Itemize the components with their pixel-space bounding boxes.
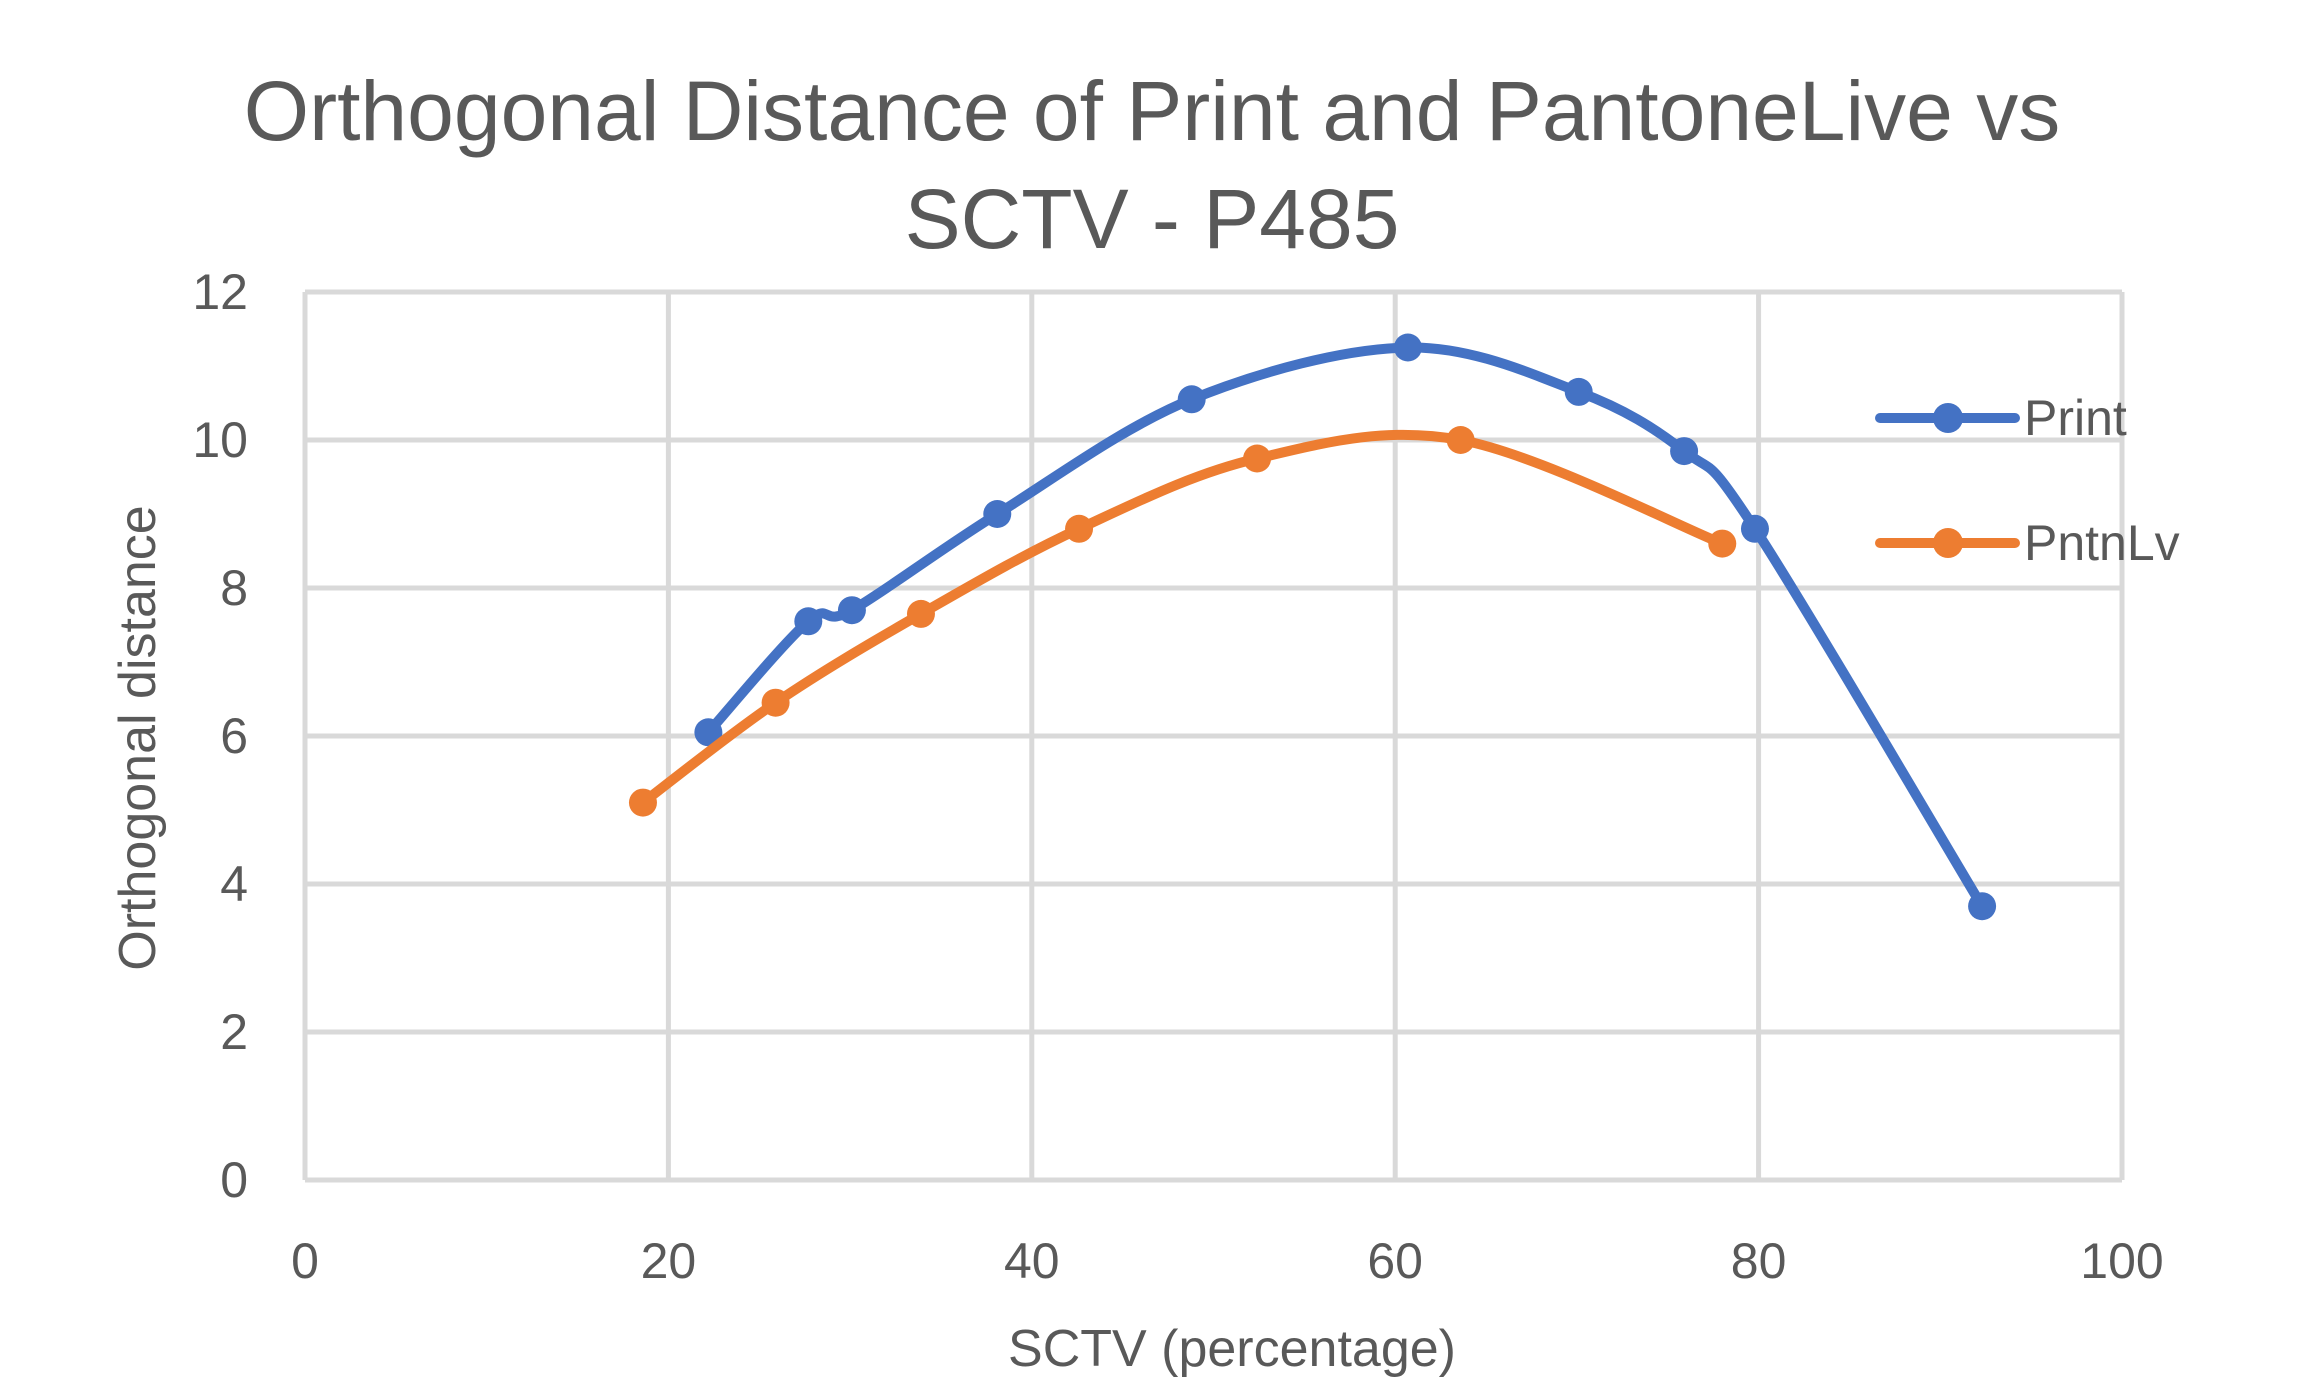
data-point-print <box>1393 333 1422 362</box>
series-layer <box>628 333 1997 921</box>
data-point-pntnlv <box>628 788 657 817</box>
data-point-pntnlv <box>1708 529 1737 558</box>
data-point-print <box>1177 385 1206 414</box>
y-tick-label: 4 <box>220 856 248 912</box>
y-axis-label: Orthogonal distance <box>109 505 167 970</box>
x-tick-label: 60 <box>1367 1233 1423 1289</box>
legend: Print PntnLv <box>1875 390 2180 571</box>
data-point-print <box>1740 514 1769 543</box>
grid-layer <box>302 289 2125 1183</box>
x-tick-label: 100 <box>2080 1233 2163 1289</box>
data-point-pntnlv <box>761 688 790 717</box>
y-tick-label: 6 <box>220 708 248 764</box>
legend-label: Print <box>2024 390 2127 446</box>
data-point-pntnlv <box>1243 444 1272 473</box>
data-point-print <box>1564 377 1593 406</box>
legend-entry-print: Print <box>1875 390 2127 446</box>
x-tick-label: 80 <box>1731 1233 1787 1289</box>
x-tick-label: 40 <box>1004 1233 1060 1289</box>
data-point-pntnlv <box>1446 426 1475 454</box>
legend-label: PntnLv <box>2024 515 2180 571</box>
legend-entry-pntnlv: PntnLv <box>1875 515 2180 571</box>
x-tick-label: 20 <box>641 1233 697 1289</box>
y-tick-label: 12 <box>192 264 248 320</box>
data-point-print <box>794 607 823 636</box>
data-point-pntnlv <box>906 599 935 628</box>
x-tick-label: 0 <box>291 1233 319 1289</box>
legend-swatch-marker <box>1933 403 1963 433</box>
data-point-print <box>1670 437 1699 466</box>
y-tick-label: 2 <box>220 1004 248 1060</box>
legend-swatch-marker <box>1933 528 1963 558</box>
x-axis-label: SCTV (percentage) <box>1008 1320 1456 1378</box>
series-print <box>694 333 1997 921</box>
y-tick-label: 0 <box>220 1152 248 1208</box>
data-point-print <box>837 596 866 625</box>
tick-labels: 0 20 40 60 80 100 0 2 4 6 8 10 12 <box>192 264 2163 1289</box>
y-tick-label: 8 <box>220 560 248 616</box>
chart-title-line-1: Orthogonal Distance of Print and Pantone… <box>244 64 2060 158</box>
data-point-print <box>1968 892 1997 921</box>
data-point-print <box>983 500 1012 528</box>
chart-title-line-2: SCTV - P485 <box>905 172 1400 266</box>
series-pntnlv <box>628 426 1737 817</box>
data-point-pntnlv <box>1065 514 1094 543</box>
y-tick-label: 10 <box>192 412 248 468</box>
data-point-print <box>694 718 723 747</box>
